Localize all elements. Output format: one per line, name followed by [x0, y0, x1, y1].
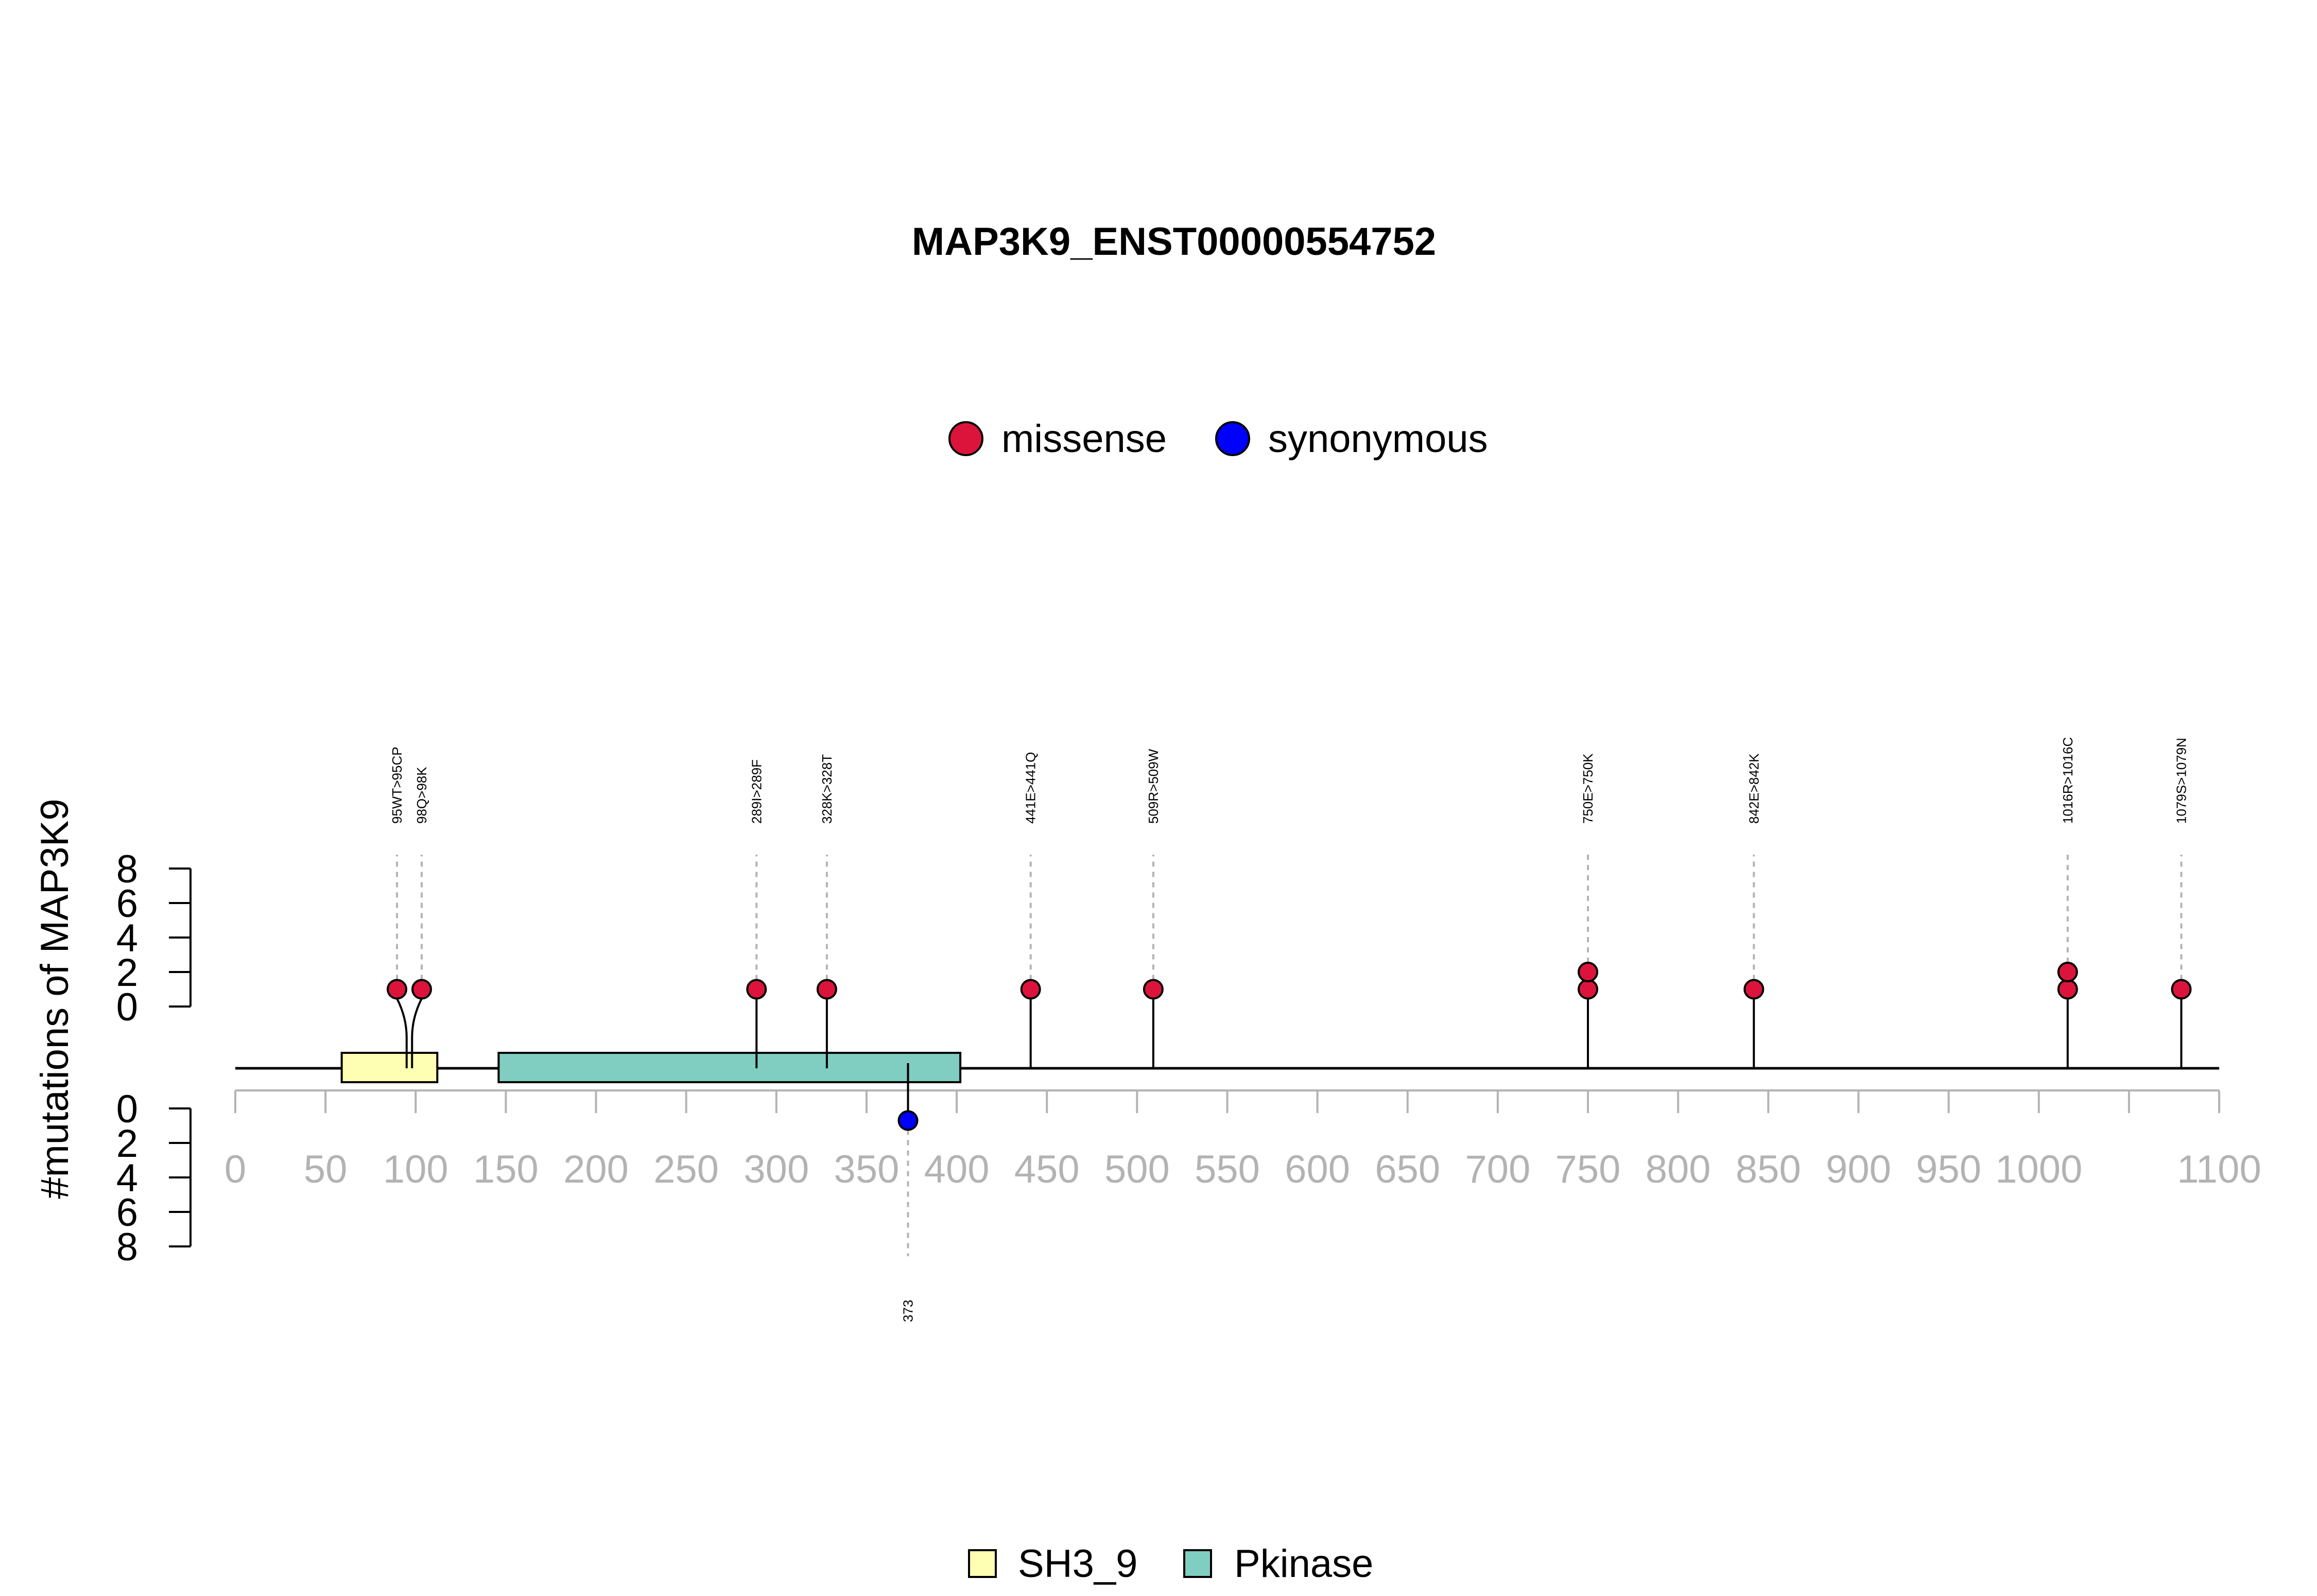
y-tick-label-upper: 2 — [116, 951, 138, 995]
mutation-label: 98Q>98K — [414, 767, 429, 824]
legend-swatch-missense — [948, 421, 983, 456]
x-tick-label: 900 — [1826, 1148, 1891, 1191]
lollipop-head — [2171, 979, 2192, 1000]
lollipop-head — [2057, 962, 2078, 982]
lollipop-head-lower — [897, 1110, 919, 1131]
lollipop-head — [2057, 979, 2078, 1000]
lollipop-head — [746, 979, 767, 1000]
x-tick-label: 600 — [1285, 1148, 1350, 1191]
x-tick-label: 50 — [304, 1148, 348, 1191]
x-tick-label: 350 — [834, 1148, 900, 1191]
chart-title: MAP3K9_ENST00000554752 — [912, 220, 1436, 264]
legend-swatch-synonymous — [1215, 421, 1250, 456]
x-tick-label: 650 — [1375, 1148, 1440, 1191]
x-tick-label: 500 — [1104, 1148, 1170, 1191]
lollipop-head — [816, 979, 837, 1000]
x-tick-label: 100 — [383, 1148, 448, 1191]
y-tick-label-upper: 8 — [116, 847, 138, 891]
mutation-legend: missense synonymous — [948, 417, 1488, 461]
y-tick-label-lower: 4 — [116, 1156, 138, 1200]
x-tick-label: 400 — [924, 1148, 990, 1191]
x-tick-label: 950 — [1916, 1148, 1981, 1191]
mutation-label: 95WT>95CP — [389, 747, 405, 824]
legend-swatch-Pkinase — [1183, 1549, 1212, 1578]
lollipop-head — [1578, 962, 1599, 982]
y-tick-label-upper: 6 — [116, 882, 138, 926]
lollipop-head — [1743, 979, 1765, 1000]
x-tick-label: 550 — [1195, 1148, 1260, 1191]
mutation-label-lower: 373 — [901, 1300, 916, 1322]
domain-legend: SH3_9 Pkinase — [968, 1542, 1373, 1586]
x-tick-label: 800 — [1646, 1148, 1711, 1191]
y-tick-label-upper: 4 — [116, 916, 138, 960]
x-tick-label: 150 — [473, 1148, 539, 1191]
x-tick-label: 300 — [743, 1148, 809, 1191]
legend-label-synonymous: synonymous — [1268, 417, 1488, 461]
domain-Pkinase — [497, 1052, 962, 1083]
x-tick-label: 1100 — [2177, 1148, 2261, 1191]
x-tick-label: 0 — [224, 1148, 246, 1191]
y-axis-label: #mutations of MAP3K9 — [33, 799, 77, 1199]
mutation-label: 441E>441Q — [1023, 752, 1039, 824]
lollipop-head — [1020, 979, 1041, 1000]
y-tick-label-lower: 0 — [116, 1087, 138, 1131]
lollipop-head — [1143, 979, 1164, 1000]
lollipop-head — [1578, 979, 1599, 1000]
y-tick-label-lower: 6 — [116, 1191, 138, 1235]
mutation-label: 842E>842K — [1746, 753, 1761, 824]
domain-SH3_9 — [340, 1052, 439, 1083]
legend-label-Pkinase: Pkinase — [1234, 1542, 1373, 1586]
legend-label-missense: missense — [1001, 417, 1167, 461]
mutation-label: 1016R>1016C — [2060, 737, 2076, 824]
y-tick-label-lower: 2 — [116, 1122, 138, 1166]
mutation-label: 509R>509W — [1146, 749, 1161, 824]
x-axis: 0 50 100 150 200 250 300 350 400 450 500 550 600 650 7… — [224, 1089, 2261, 1191]
legend-label-SH3_9: SH3_9 — [1018, 1542, 1137, 1586]
x-tick-label: 700 — [1465, 1148, 1531, 1191]
y-tick-label-upper: 0 — [116, 985, 138, 1029]
x-tick-label: 200 — [563, 1148, 629, 1191]
lollipop-head — [387, 979, 408, 1000]
x-tick-label: 250 — [653, 1148, 719, 1191]
x-tick-label: 1000 — [1995, 1148, 2082, 1191]
mutation-label: 289I>289F — [749, 759, 764, 824]
x-tick-label: 450 — [1014, 1148, 1080, 1191]
mutation-label: 1079S>1079N — [2173, 738, 2189, 824]
mutation-lollipops: 95WT>95CP 98Q>98K 289I>289F 328K>328T 441E>4… — [387, 737, 2192, 1322]
mutation-label: 750E>750K — [1580, 753, 1596, 824]
x-tick-label: 850 — [1736, 1148, 1801, 1191]
mutation-label: 328K>328T — [819, 754, 835, 824]
y-tick-label-lower: 8 — [116, 1225, 138, 1269]
legend-swatch-SH3_9 — [968, 1549, 997, 1578]
lollipop-head — [411, 979, 433, 1000]
domain-boxes — [340, 1052, 962, 1083]
x-tick-label: 750 — [1555, 1148, 1621, 1191]
